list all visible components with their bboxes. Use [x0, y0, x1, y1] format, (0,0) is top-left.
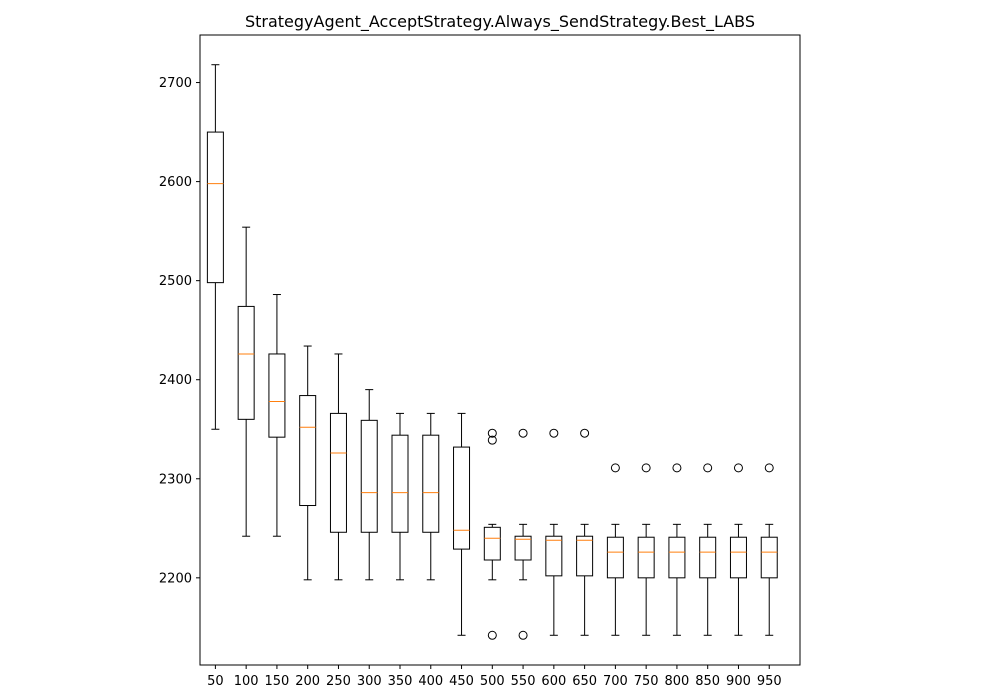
box-iqr [299, 395, 317, 507]
flier-point [487, 435, 497, 445]
x-tick-label: 500 [480, 674, 505, 689]
x-tick-label: 650 [572, 674, 597, 689]
box-iqr [360, 419, 378, 533]
box-iqr [668, 536, 686, 579]
box-50 [206, 64, 224, 430]
x-tick-label: 800 [665, 674, 690, 689]
flier-point [672, 463, 682, 473]
x-tick-label: 700 [603, 674, 628, 689]
x-tick-label: 50 [207, 674, 224, 689]
flier-point [641, 463, 651, 473]
box-950 [760, 463, 778, 636]
box-iqr [545, 535, 563, 577]
x-tick-label: 900 [726, 674, 751, 689]
box-800 [668, 463, 686, 636]
box-300 [360, 389, 378, 581]
y-tick-label: 2400 [159, 373, 192, 388]
x-tick-label: 750 [634, 674, 659, 689]
box-100 [237, 226, 255, 537]
x-tick-label: 300 [357, 674, 382, 689]
box-750 [637, 463, 655, 636]
x-tick-label: 350 [388, 674, 413, 689]
box-iqr [729, 536, 747, 579]
flier-point [764, 463, 774, 473]
box-iqr [206, 131, 224, 284]
x-tick-label: 400 [418, 674, 443, 689]
box-iqr [514, 535, 532, 561]
flier-point [518, 428, 528, 438]
y-tick-label: 2600 [159, 175, 192, 190]
box-550 [514, 428, 532, 640]
box-iqr [760, 536, 778, 579]
x-tick-label: 200 [295, 674, 320, 689]
box-400 [422, 412, 440, 581]
y-axis: 2200 2300 2400 2500 2600 2700 [159, 76, 200, 586]
x-tick-label: 250 [326, 674, 351, 689]
x-tick-label: 450 [449, 674, 474, 689]
flier-point [487, 630, 497, 640]
box-850 [699, 463, 717, 636]
box-iqr [576, 535, 594, 577]
box-iqr [637, 536, 655, 579]
x-tick-label: 150 [265, 674, 290, 689]
box-iqr [606, 536, 624, 579]
box-200 [299, 345, 317, 581]
box-iqr [483, 526, 501, 561]
box-iqr [422, 434, 440, 533]
box-250 [329, 353, 347, 581]
box-650 [576, 428, 594, 636]
y-tick-label: 2200 [159, 571, 192, 586]
x-tick-label: 850 [695, 674, 720, 689]
y-tick-label: 2300 [159, 472, 192, 487]
x-tick-label: 950 [757, 674, 782, 689]
box-900 [729, 463, 747, 636]
box-iqr [453, 446, 471, 550]
box-iqr [699, 536, 717, 579]
box-iqr [237, 305, 255, 420]
box-450 [453, 412, 471, 636]
flier-point [580, 428, 590, 438]
box-600 [545, 428, 563, 636]
boxes [206, 64, 778, 640]
chart-title: StrategyAgent_AcceptStrategy.Always_Send… [245, 12, 755, 32]
box-150 [268, 294, 286, 537]
flier-point [733, 463, 743, 473]
flier-point [703, 463, 713, 473]
flier-point [518, 630, 528, 640]
box-iqr [268, 353, 286, 438]
box-350 [391, 412, 409, 581]
x-tick-label: 600 [541, 674, 566, 689]
x-tick-label: 100 [234, 674, 259, 689]
x-tick-label: 550 [511, 674, 536, 689]
x-axis: 50 100 150 200 250 300 350 400 450 500 550 600 650 70… [207, 665, 782, 689]
y-tick-label: 2700 [159, 76, 192, 91]
flier-point [610, 463, 620, 473]
flier-point [549, 428, 559, 438]
box-iqr [329, 412, 347, 533]
y-tick-label: 2500 [159, 274, 192, 289]
box-500 [483, 428, 501, 640]
plot-area [199, 34, 801, 666]
box-iqr [391, 434, 409, 533]
flier-point [487, 428, 497, 438]
box-700 [606, 463, 624, 636]
